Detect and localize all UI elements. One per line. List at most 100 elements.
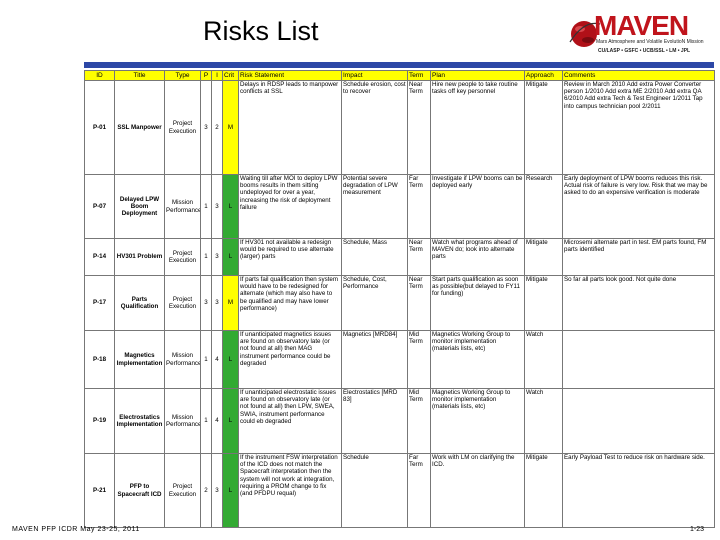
risk-comments: Early Payload Test to reduce risk on har… bbox=[562, 453, 715, 528]
risk-type: Project Execution bbox=[164, 453, 201, 528]
risk-id: P-18 bbox=[84, 330, 115, 389]
logo-partners: CU/LASP • GSFC • UCB/SSL • LM • JPL bbox=[598, 48, 691, 54]
risk-title: SSL Manpower bbox=[114, 80, 165, 175]
risk-title: HV301 Problem bbox=[114, 238, 165, 276]
risk-term: Near Term bbox=[407, 238, 431, 276]
risk-type: Mission Performance bbox=[164, 388, 201, 454]
risk-probability: 3 bbox=[200, 275, 212, 331]
table-row: P-17 Parts Qualification Project Executi… bbox=[84, 275, 715, 331]
table-header-row: ID Title Type P I Crit Risk Statement Im… bbox=[84, 70, 715, 81]
risk-title: Delayed LPW Boom Deployment bbox=[114, 174, 165, 239]
header-impact-score: I bbox=[211, 70, 223, 81]
risk-title: Magnetics Implementation bbox=[114, 330, 165, 389]
header-comments: Comments bbox=[562, 70, 715, 81]
table-row: P-14 HV301 Problem Project Execution 1 3… bbox=[84, 238, 715, 276]
risk-impact: Schedule bbox=[341, 453, 408, 528]
header-term: Term bbox=[407, 70, 431, 81]
risk-statement: If HV301 not available a redesign would … bbox=[238, 238, 342, 276]
risk-impact-score: 4 bbox=[211, 330, 223, 389]
risk-approach: Mitigate bbox=[524, 275, 563, 331]
risk-title: Parts Qualification bbox=[114, 275, 165, 331]
risk-impact-score: 3 bbox=[211, 275, 223, 331]
logo-subtitle: Mars Atmosphere and Volatile EvolutioN M… bbox=[596, 39, 704, 45]
risk-impact-score: 4 bbox=[211, 388, 223, 454]
table-row: P-19 Electrostatics Implementation Missi… bbox=[84, 388, 715, 454]
risk-id: P-17 bbox=[84, 275, 115, 331]
risk-impact: Electrostatics [MRD 83] bbox=[341, 388, 408, 454]
risk-statement: If unanticipated magnetics issues are fo… bbox=[238, 330, 342, 389]
risk-type: Project Execution bbox=[164, 275, 201, 331]
risk-term: Far Term bbox=[407, 453, 431, 528]
page-number: 1-23 bbox=[690, 526, 705, 533]
risk-statement: If unanticipated electrostatic issues ar… bbox=[238, 388, 342, 454]
risk-approach: Research bbox=[524, 174, 563, 239]
risk-approach: Watch bbox=[524, 388, 563, 454]
risk-comments: Microsemi alternate part in test. EM par… bbox=[562, 238, 715, 276]
risk-approach: Watch bbox=[524, 330, 563, 389]
risk-statement: Waiting till after MOI to deploy LPW boo… bbox=[238, 174, 342, 239]
risk-approach: Mitigate bbox=[524, 238, 563, 276]
risk-term: Near Term bbox=[407, 80, 431, 175]
header-probability: P bbox=[200, 70, 212, 81]
risk-plan: Magnetics Working Group to monitor imple… bbox=[430, 330, 525, 389]
risk-impact: Magnetics [MRD84] bbox=[341, 330, 408, 389]
risk-probability: 3 bbox=[200, 80, 212, 175]
risk-plan: Magnetics Working Group to monitor imple… bbox=[430, 388, 525, 454]
risk-impact-score: 3 bbox=[211, 453, 223, 528]
header-title: Title bbox=[114, 70, 165, 81]
table-row: P-21 PFP to Spacecraft ICD Project Execu… bbox=[84, 453, 715, 528]
risk-id: P-19 bbox=[84, 388, 115, 454]
risk-comments bbox=[562, 330, 715, 389]
risk-statement: If parts fail qualification then system … bbox=[238, 275, 342, 331]
risk-impact: Potential severe degradation of LPW meas… bbox=[341, 174, 408, 239]
risk-term: Near Term bbox=[407, 275, 431, 331]
risk-criticality: L bbox=[222, 388, 239, 454]
risk-criticality: L bbox=[222, 453, 239, 528]
slide-title: Risks List bbox=[203, 16, 319, 46]
risk-title: PFP to Spacecraft ICD bbox=[114, 453, 165, 528]
header-divider-bar bbox=[84, 62, 714, 68]
risk-title: Electrostatics Implementation bbox=[114, 388, 165, 454]
risk-impact-score: 2 bbox=[211, 80, 223, 175]
risk-plan: Work with LM on clarifying the ICD. bbox=[430, 453, 525, 528]
risk-id: P-14 bbox=[84, 238, 115, 276]
risk-comments: Review in March 2010 Add extra Power Con… bbox=[562, 80, 715, 175]
table-row: P-18 Magnetics Implementation Mission Pe… bbox=[84, 330, 715, 389]
risk-probability: 1 bbox=[200, 330, 212, 389]
risk-comments: Early deployment of LPW booms reduces th… bbox=[562, 174, 715, 239]
risk-term: Mid Term bbox=[407, 388, 431, 454]
mars-planet-icon bbox=[569, 21, 601, 47]
risk-probability: 2 bbox=[200, 453, 212, 528]
header-criticality: Crit bbox=[222, 70, 239, 81]
risk-type: Mission Performance bbox=[164, 330, 201, 389]
risk-approach: Mitigate bbox=[524, 80, 563, 175]
risk-plan: Hire new people to take routine tasks of… bbox=[430, 80, 525, 175]
risk-term: Mid Term bbox=[407, 330, 431, 389]
risk-plan: Watch what programs ahead of MAVEN do; l… bbox=[430, 238, 525, 276]
risk-impact-score: 3 bbox=[211, 174, 223, 239]
risk-type: Mission Performance bbox=[164, 174, 201, 239]
risk-criticality: M bbox=[222, 275, 239, 331]
risk-id: P-21 bbox=[84, 453, 115, 528]
risk-plan: Start parts qualification as soon as pos… bbox=[430, 275, 525, 331]
risk-impact-score: 3 bbox=[211, 238, 223, 276]
footer-presentation-info: MAVEN PFP ICDR May 23-25, 2011 bbox=[12, 526, 140, 533]
risk-statement: If the instrument FSW interpretation of … bbox=[238, 453, 342, 528]
header-risk-statement: Risk Statement bbox=[238, 70, 342, 81]
risk-id: P-01 bbox=[84, 80, 115, 175]
risk-type: Project Execution bbox=[164, 80, 201, 175]
logo-wordmark: MAVEN bbox=[594, 10, 689, 41]
risk-criticality: M bbox=[222, 80, 239, 175]
risk-probability: 1 bbox=[200, 174, 212, 239]
risk-approach: Mitigate bbox=[524, 453, 563, 528]
header-id: ID bbox=[84, 70, 115, 81]
risk-probability: 1 bbox=[200, 388, 212, 454]
risk-probability: 1 bbox=[200, 238, 212, 276]
header-type: Type bbox=[164, 70, 201, 81]
risk-impact: Schedule, Cost, Performance bbox=[341, 275, 408, 331]
risk-impact: Schedule, Mass bbox=[341, 238, 408, 276]
risk-id: P-07 bbox=[84, 174, 115, 239]
risks-table: ID Title Type P I Crit Risk Statement Im… bbox=[84, 70, 715, 528]
risk-criticality: L bbox=[222, 330, 239, 389]
risk-impact: Schedule erosion, cost to recover bbox=[341, 80, 408, 175]
